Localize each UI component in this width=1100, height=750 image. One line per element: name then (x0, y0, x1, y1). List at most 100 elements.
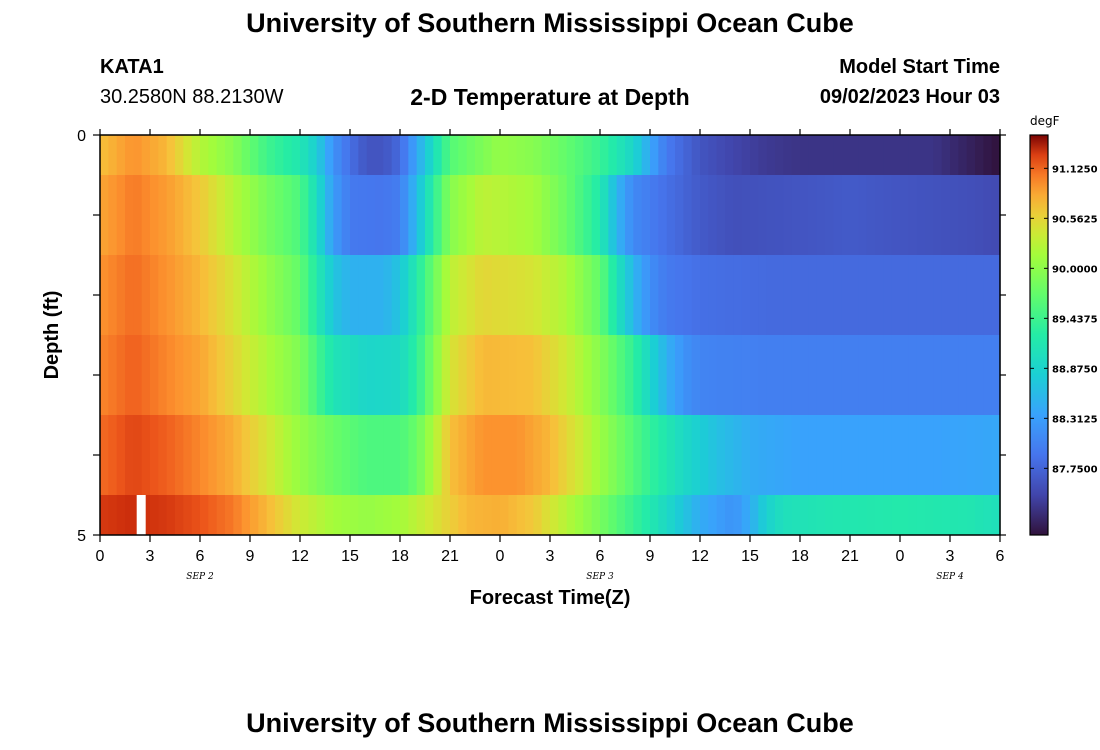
heatmap-cell (716, 415, 726, 495)
heatmap-cell (758, 135, 768, 175)
heatmap-cell (708, 495, 718, 535)
heatmap-cell (891, 495, 901, 535)
heatmap-cell (650, 415, 659, 495)
heatmap-cell (150, 415, 159, 495)
heatmap-cell (291, 255, 301, 335)
heatmap-cell (466, 495, 476, 535)
heatmap-cell (316, 135, 326, 175)
heatmap-cell (800, 415, 809, 495)
heatmap-cell (116, 175, 126, 255)
heatmap-cell (783, 135, 793, 175)
heatmap-cell (625, 175, 634, 255)
heatmap-cell (675, 495, 684, 535)
heatmap-cell (358, 415, 368, 495)
y-axis-label: Depth (ft) (41, 291, 63, 380)
heatmap-cell (358, 175, 368, 255)
heatmap-cell (775, 175, 784, 255)
heatmap-cell (475, 495, 484, 535)
heatmap-cell (250, 175, 259, 255)
heatmap-cell (700, 255, 709, 335)
heatmap-cell (525, 135, 534, 175)
heatmap-cell (266, 135, 276, 175)
heatmap-cell (816, 335, 826, 415)
date-label: SEP 4 (936, 572, 964, 582)
heatmap-cell (383, 335, 393, 415)
x-axis: 0 3 6 9 12 15 18 21 0 3 6 9 12 15 18 21 0 3 6 SEP 2 SEP 3 SEP… (96, 129, 1005, 582)
heatmap-cell (600, 175, 609, 255)
heatmap-cell (491, 495, 501, 535)
heatmap-cell (883, 335, 893, 415)
heatmap-cell (991, 335, 1001, 415)
heatmap-cell (350, 335, 359, 415)
heatmap-cell (566, 335, 576, 415)
heatmap-cell (733, 175, 743, 255)
heatmap-cell (583, 495, 593, 535)
heatmap-cell (433, 335, 443, 415)
heatmap-cell (766, 255, 776, 335)
heatmap-cell (366, 335, 376, 415)
heatmap-cell (350, 415, 359, 495)
heatmap-cell (616, 255, 626, 335)
heatmap-cell (525, 335, 534, 415)
colorbar-tick-label: 91.1250 (1052, 164, 1098, 175)
x-tick-label: 6 (996, 548, 1005, 565)
heatmap-cell (391, 255, 401, 335)
heatmap-cell (608, 415, 618, 495)
heatmap-cell (616, 135, 626, 175)
heatmap-cell (916, 415, 926, 495)
heatmap-cell (550, 335, 559, 415)
heatmap-cell (191, 335, 201, 415)
heatmap-cell (516, 135, 526, 175)
heatmap-cell (125, 135, 134, 175)
heatmap-cell (783, 415, 793, 495)
heatmap-cell (700, 415, 709, 495)
heatmap-cell (600, 495, 609, 535)
heatmap-cell (933, 135, 943, 175)
heatmap-cell (300, 135, 309, 175)
heatmap-cell (658, 175, 668, 255)
heatmap-cell (408, 135, 418, 175)
heatmap-cell (891, 135, 901, 175)
heatmap-cell (741, 175, 751, 255)
heatmap-cell (666, 175, 676, 255)
heatmap-cell (391, 415, 401, 495)
heatmap-cell (408, 495, 418, 535)
heatmap-cell (500, 415, 509, 495)
heatmap-cell (616, 495, 626, 535)
heatmap-cell (625, 495, 634, 535)
heatmap-cell (983, 415, 993, 495)
heatmap-cell (800, 175, 809, 255)
heatmap-cell (850, 175, 859, 255)
x-tick-label: 9 (246, 548, 255, 565)
heatmap-cell (850, 495, 859, 535)
heatmap-cell (258, 175, 268, 255)
heatmap-cell (150, 495, 159, 535)
heatmap-cell (400, 175, 409, 255)
heatmap-cell (616, 415, 626, 495)
heatmap-cell (500, 255, 509, 335)
heatmap-cell (416, 415, 426, 495)
heatmap-cell (300, 335, 309, 415)
heatmap-cell (341, 495, 351, 535)
heatmap-cell (225, 255, 234, 335)
x-tick-label: 12 (691, 548, 709, 565)
heatmap-cell (416, 135, 426, 175)
heatmap-cell (600, 135, 609, 175)
heatmap-cell (558, 135, 568, 175)
heatmap-cell (708, 415, 718, 495)
heatmap-cell (916, 495, 926, 535)
heatmap-cell (750, 255, 759, 335)
heatmap-cell (275, 175, 284, 255)
heatmap-cell (841, 255, 851, 335)
heatmap-cell (158, 415, 168, 495)
heatmap-cell (158, 255, 168, 335)
heatmap-cell (800, 335, 809, 415)
heatmap-cell (358, 335, 368, 415)
heatmap-cell (858, 495, 868, 535)
heatmap-cell (508, 335, 518, 415)
x-axis-label: Forecast Time(Z) (470, 587, 631, 609)
heatmap-cell (966, 495, 976, 535)
heatmap-cell (808, 255, 818, 335)
heatmap-cell (233, 415, 243, 495)
heatmap-cell (908, 335, 918, 415)
